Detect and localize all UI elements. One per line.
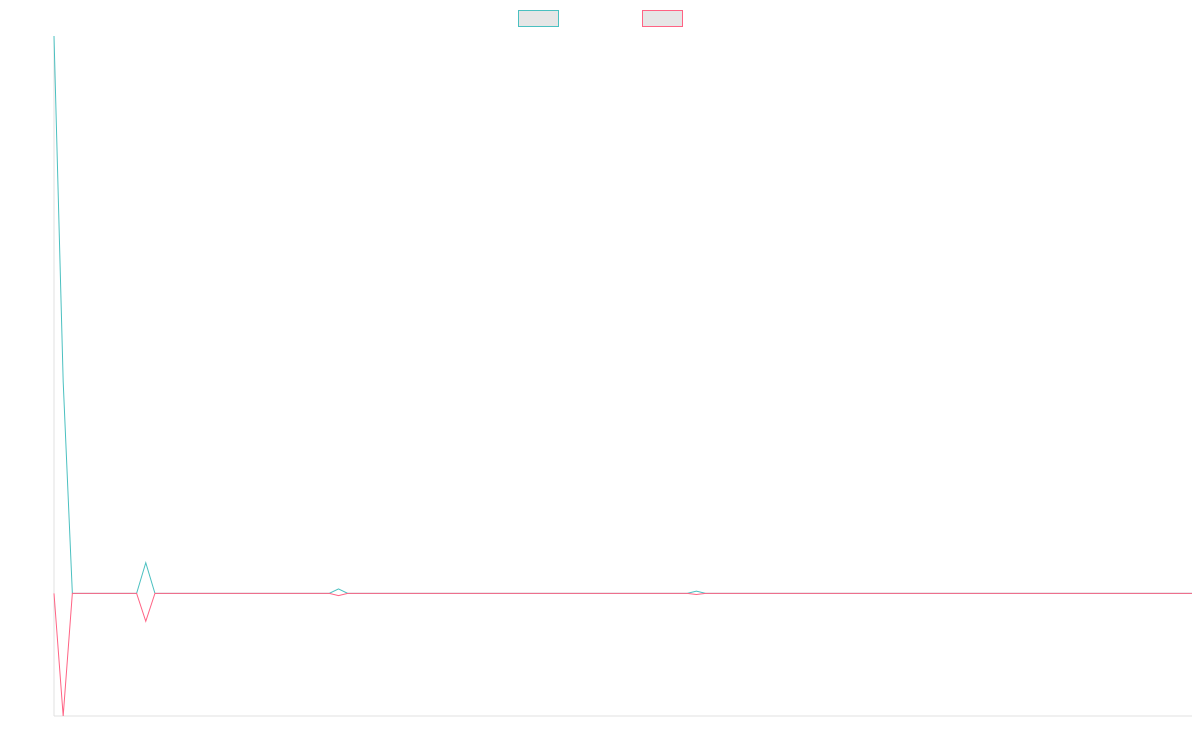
series-line-1 bbox=[53, 35, 1192, 594]
axes bbox=[53, 36, 1192, 717]
legend-swatch-1[interactable] bbox=[518, 10, 559, 27]
legend-swatch-2[interactable] bbox=[642, 10, 683, 27]
series-lines bbox=[53, 35, 1192, 717]
legend[interactable] bbox=[518, 10, 683, 27]
series-line-2 bbox=[53, 592, 1192, 717]
